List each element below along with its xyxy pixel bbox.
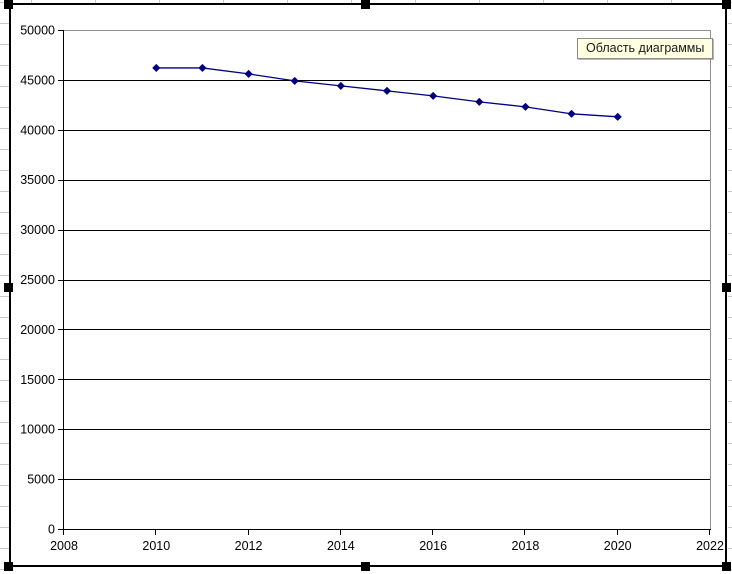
selection-handle-bottom-center[interactable] <box>361 562 370 571</box>
x-tick-label: 2020 <box>604 539 632 553</box>
x-tick-label: 2018 <box>512 539 540 553</box>
y-tick-label: 30000 <box>20 223 55 237</box>
data-point-marker[interactable] <box>521 102 530 111</box>
chart-area-tooltip: Область диаграммы <box>577 38 714 59</box>
data-point-marker[interactable] <box>336 81 346 91</box>
y-tick-label: 5000 <box>27 473 55 487</box>
y-tick-label: 50000 <box>20 24 55 38</box>
selection-handle-middle-left[interactable] <box>4 283 13 292</box>
y-tick-label: 45000 <box>20 73 55 87</box>
data-point-marker[interactable] <box>567 109 576 118</box>
data-point-marker[interactable] <box>244 69 253 79</box>
x-tick-label: 2012 <box>235 539 263 553</box>
y-tick-label: 40000 <box>20 123 55 137</box>
chart-area-tooltip-label: Область диаграммы <box>586 41 705 55</box>
x-tick-label: 2016 <box>419 539 447 553</box>
y-tick-label: 20000 <box>20 323 55 337</box>
x-tick-label: 2022 <box>696 539 724 553</box>
x-tick-label: 2010 <box>142 539 170 553</box>
x-tick-label: 2008 <box>50 539 78 553</box>
y-tick-label: 10000 <box>20 423 55 437</box>
y-tick-label: 25000 <box>20 273 55 287</box>
data-point-marker[interactable] <box>382 86 392 96</box>
selection-handle-bottom-right[interactable] <box>722 562 731 571</box>
y-tick-label: 0 <box>48 523 55 537</box>
selection-handle-top-left[interactable] <box>4 0 13 9</box>
data-point-marker[interactable] <box>613 112 622 121</box>
selection-handle-bottom-left[interactable] <box>4 562 13 571</box>
y-tick-label: 35000 <box>20 173 55 187</box>
selection-handle-top-right[interactable] <box>722 0 731 9</box>
x-tick-label: 2014 <box>327 539 355 553</box>
selection-handle-top-center[interactable] <box>361 0 370 9</box>
data-point-marker[interactable] <box>198 63 207 73</box>
data-point-marker[interactable] <box>428 91 438 101</box>
selection-handle-middle-right[interactable] <box>722 283 731 292</box>
y-tick-label: 15000 <box>20 373 55 387</box>
data-point-marker[interactable] <box>152 63 161 73</box>
data-point-marker[interactable] <box>290 76 299 86</box>
data-point-marker[interactable] <box>475 97 484 107</box>
